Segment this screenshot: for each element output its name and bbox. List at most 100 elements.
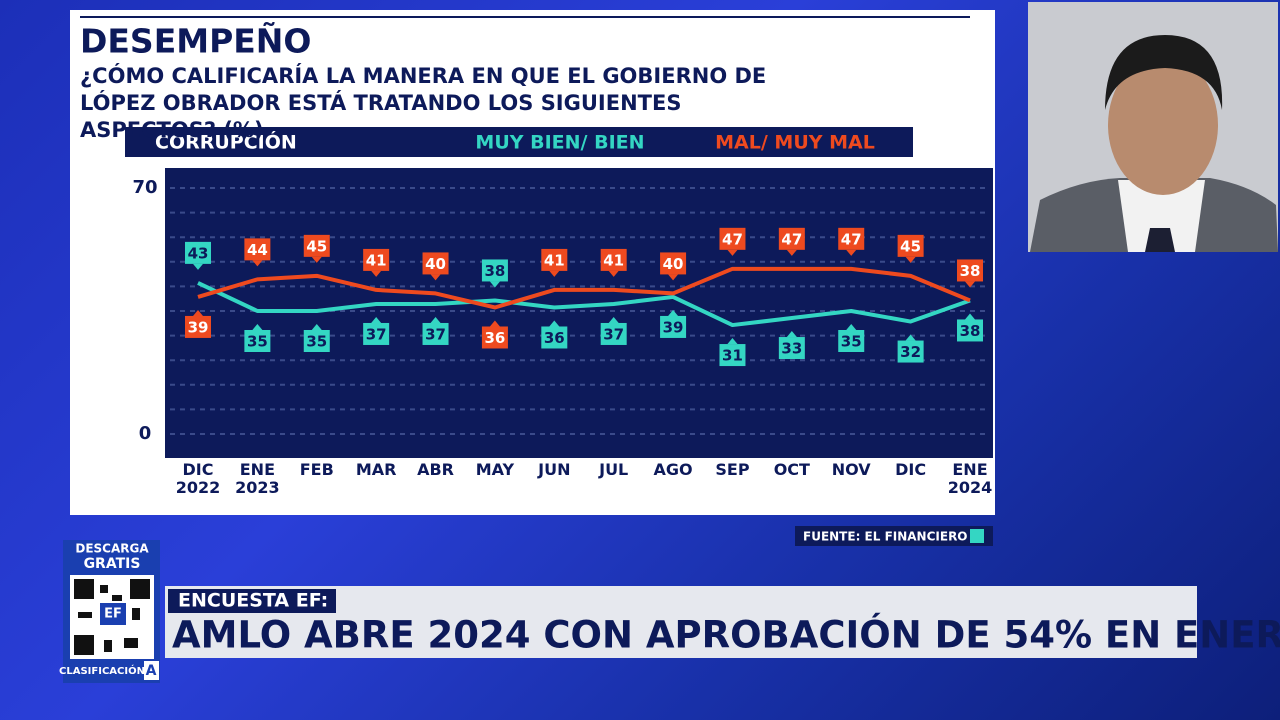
data-label: 32 <box>900 343 921 361</box>
face <box>1108 55 1218 195</box>
label-pointer <box>846 249 857 256</box>
label-pointer <box>371 270 382 277</box>
tie <box>1145 228 1175 252</box>
label-pointer <box>786 331 797 338</box>
legend-entry: MUY BIEN/ BIEN <box>475 132 644 154</box>
label-box <box>185 241 211 264</box>
data-label: 40 <box>663 255 684 273</box>
label-box <box>897 234 924 257</box>
legend-entry: MAL/ MUY MAL <box>715 132 875 154</box>
hair <box>1105 35 1223 110</box>
label-pointer <box>668 309 679 316</box>
label-box <box>719 227 746 250</box>
label-pointer <box>549 320 560 327</box>
label-pointer <box>549 270 560 277</box>
label-box <box>719 344 746 367</box>
label-box <box>185 315 211 338</box>
label-pointer <box>252 324 263 330</box>
label-pointer <box>193 309 203 316</box>
data-label: 45 <box>306 237 327 255</box>
data-label: 38 <box>484 262 505 280</box>
label-pointer <box>430 316 441 323</box>
x-tick-label: MAR <box>355 460 397 479</box>
data-label: 39 <box>663 318 684 336</box>
label-box <box>244 238 271 261</box>
label-box <box>778 337 805 360</box>
data-label: 47 <box>841 230 862 248</box>
label-pointer <box>727 338 738 345</box>
chart-subtitle: ¿CÓMO CALIFICARÍA LA MANERA EN QUE EL GO… <box>80 64 767 142</box>
label-pointer <box>905 334 916 341</box>
data-label: 35 <box>841 333 862 351</box>
data-label: 41 <box>544 251 565 269</box>
data-label: 37 <box>603 325 624 343</box>
data-label: 47 <box>781 230 802 248</box>
label-pointer <box>727 249 738 256</box>
label-pointer <box>905 256 916 263</box>
label-box <box>481 259 508 282</box>
data-label: 38 <box>960 322 981 340</box>
label-box <box>778 227 805 250</box>
x-tick-label: ENE 2024 <box>947 460 993 497</box>
data-label: 41 <box>366 251 387 269</box>
x-tick-label: OCT <box>773 460 810 479</box>
label-box <box>541 248 568 271</box>
qr-logo: EF <box>104 607 122 622</box>
label-box <box>660 315 687 338</box>
lower-third <box>165 586 1197 658</box>
label-box <box>600 322 627 345</box>
rating-label: CLASIFICACIÓN <box>59 664 145 677</box>
shirt <box>1118 180 1205 252</box>
label-box <box>957 319 983 342</box>
top-rule <box>80 16 970 18</box>
y-tick-label: 70 <box>132 177 157 198</box>
label-box <box>303 330 330 352</box>
data-label: 31 <box>722 347 743 365</box>
x-tick-label: ABR <box>417 460 454 479</box>
source: FUENTE: EL FINANCIERO <box>803 530 968 544</box>
chart-label: CORRUPCIÓN <box>155 130 297 154</box>
label-pointer <box>489 281 500 288</box>
x-tick-label: FEB <box>299 460 334 479</box>
x-tick-label: JUN <box>538 460 571 479</box>
source-bar <box>795 526 993 546</box>
label-pointer <box>965 313 975 320</box>
label-pointer <box>311 324 322 330</box>
label-box <box>422 252 449 275</box>
label-pointer <box>846 324 857 330</box>
data-label: 40 <box>425 255 446 273</box>
data-label: 44 <box>247 241 268 259</box>
label-box <box>303 234 330 257</box>
data-label: 43 <box>188 244 209 262</box>
label-pointer <box>311 256 322 263</box>
x-tick-label: DIC <box>895 460 927 479</box>
label-pointer <box>252 260 263 267</box>
data-label: 35 <box>247 333 268 351</box>
label-box <box>363 248 390 271</box>
label-pointer <box>489 320 500 327</box>
qr-logo-bg <box>100 603 126 625</box>
data-label: 38 <box>960 262 981 280</box>
label-box <box>838 330 865 352</box>
label-box <box>600 248 627 271</box>
label-pointer <box>608 316 619 323</box>
label-box <box>957 259 983 282</box>
label-pointer <box>430 274 441 281</box>
legend-bar <box>125 127 913 157</box>
qr-pattern <box>74 579 150 655</box>
rating-box <box>144 661 159 680</box>
x-tick-label: DIC 2022 <box>175 460 221 497</box>
x-tick-label: AGO <box>653 460 693 479</box>
badge-top: DESCARGA <box>75 542 149 556</box>
x-tick-label: NOV <box>831 460 871 479</box>
chart-title: DESEMPEÑO <box>80 21 311 61</box>
label-pointer <box>193 263 203 270</box>
source-square <box>970 529 984 543</box>
x-tick-label: ENE 2023 <box>235 460 280 497</box>
label-box <box>422 322 449 345</box>
data-label: 41 <box>603 251 624 269</box>
data-label: 47 <box>722 230 743 248</box>
headline: AMLO ABRE 2024 CON APROBACIÓN DE 54% EN … <box>172 613 1280 657</box>
